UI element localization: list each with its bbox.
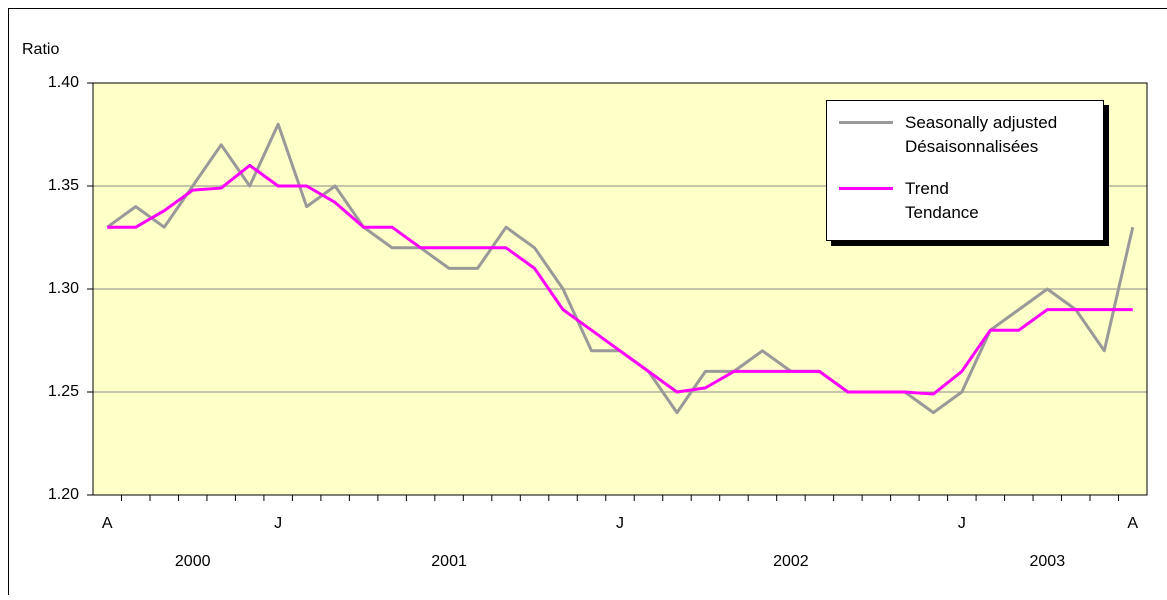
legend-label: Seasonally adjusted Désaisonnalisées xyxy=(905,111,1057,159)
x-tick-label: A xyxy=(102,515,113,532)
y-tick-label: 1.20 xyxy=(48,486,79,503)
y-tick-label: 1.35 xyxy=(48,177,79,194)
x-tick-label: A xyxy=(1127,515,1138,532)
legend-swatch xyxy=(839,121,893,124)
legend-entry: Trend Tendance xyxy=(839,177,979,225)
x-tick-label: J xyxy=(616,515,624,532)
y-tick-label: 1.30 xyxy=(48,280,79,297)
y-tick-label: 1.40 xyxy=(48,74,79,91)
legend: Seasonally adjusted Désaisonnalisées Tren… xyxy=(826,100,1104,241)
y-axis-label: Ratio xyxy=(22,41,59,58)
legend-swatch xyxy=(839,187,893,190)
year-label: 2000 xyxy=(175,553,211,570)
x-tick-label: J xyxy=(958,515,966,532)
y-tick-label: 1.25 xyxy=(48,383,79,400)
legend-entry: Seasonally adjusted Désaisonnalisées xyxy=(839,111,1057,159)
year-label: 2002 xyxy=(773,553,809,570)
year-label: 2003 xyxy=(1030,553,1066,570)
legend-label: Trend Tendance xyxy=(905,177,979,225)
x-tick-label: J xyxy=(274,515,282,532)
year-label: 2001 xyxy=(431,553,467,570)
